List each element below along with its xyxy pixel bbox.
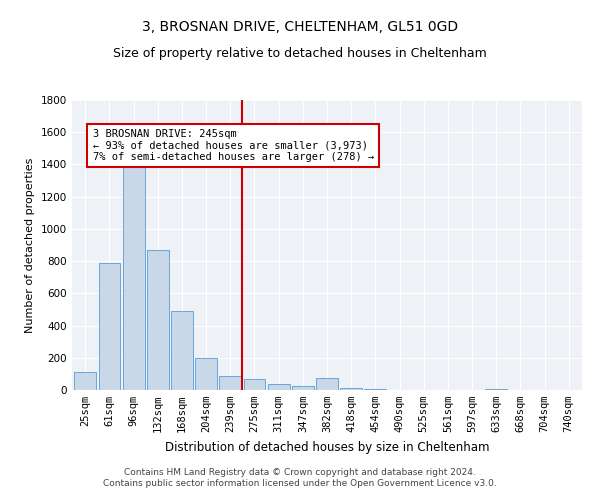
Bar xyxy=(268,384,290,390)
Bar xyxy=(74,372,96,390)
Bar xyxy=(244,378,265,390)
Bar xyxy=(485,389,507,390)
Bar xyxy=(364,389,386,390)
Text: 3, BROSNAN DRIVE, CHELTENHAM, GL51 0GD: 3, BROSNAN DRIVE, CHELTENHAM, GL51 0GD xyxy=(142,20,458,34)
Bar xyxy=(123,142,145,390)
Text: Size of property relative to detached houses in Cheltenham: Size of property relative to detached ho… xyxy=(113,48,487,60)
Bar xyxy=(316,378,338,390)
Bar xyxy=(171,311,193,390)
Bar xyxy=(195,358,217,390)
Text: Contains HM Land Registry data © Crown copyright and database right 2024.
Contai: Contains HM Land Registry data © Crown c… xyxy=(103,468,497,487)
Bar xyxy=(220,376,241,390)
X-axis label: Distribution of detached houses by size in Cheltenham: Distribution of detached houses by size … xyxy=(165,440,489,454)
Bar xyxy=(292,386,314,390)
Bar xyxy=(340,388,362,390)
Bar xyxy=(98,262,121,390)
Y-axis label: Number of detached properties: Number of detached properties xyxy=(25,158,35,332)
Bar xyxy=(147,250,169,390)
Text: 3 BROSNAN DRIVE: 245sqm
← 93% of detached houses are smaller (3,973)
7% of semi-: 3 BROSNAN DRIVE: 245sqm ← 93% of detache… xyxy=(92,129,374,162)
